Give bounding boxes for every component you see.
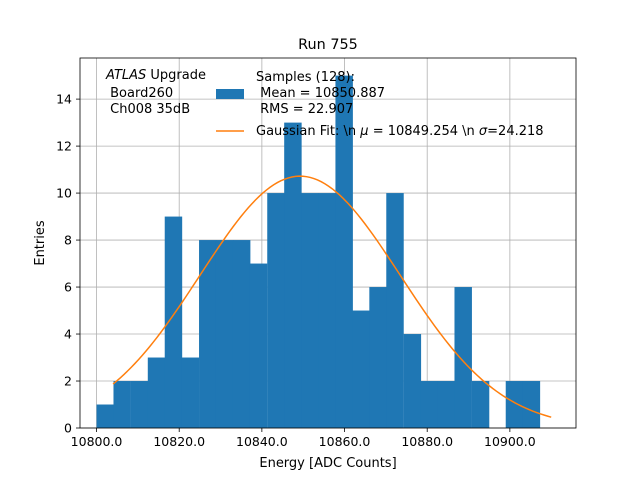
histogram-bar-5 [181,357,200,428]
histogram-bar-13 [318,193,336,428]
legend-fit-prefix: Gaussian Fit: \n [256,124,360,139]
annotation-upgrade: Upgrade [146,68,206,83]
legend-samples-line-1: Samples (128): [256,70,355,85]
chart-title: Run 755 [298,37,358,53]
histogram-bar-4 [164,216,183,428]
x-tick-label-0: 10800.0 [71,434,123,449]
histogram-bar-0 [96,404,114,428]
annotation-line-1: ATLAS Upgrade [105,68,206,83]
histogram-bar-21 [454,287,472,428]
y-tick-label-6: 12 [56,139,72,154]
gaussian-fit-curve [112,175,552,418]
grid-lines [80,58,576,429]
legend-fit-mu-value: = 10849.254 \n [369,124,479,139]
histogram-bar-20 [437,381,455,428]
y-tick-label-7: 14 [56,92,72,107]
y-tick-label-2: 4 [64,327,72,342]
legend-fit-sigma-symbol: σ [479,124,488,139]
histogram-bar-9 [249,263,268,428]
histogram-bar-19 [420,381,439,428]
histogram-bar-11 [284,122,302,428]
x-axis-ticks: 10800.0 10820.0 10840.0 10860.0 10880.0 10900… [71,428,536,449]
legend-fit-sigma-value: =24.218 [487,124,543,139]
annotation-atlas: ATLAS [105,68,146,83]
histogram-bars [96,75,541,428]
x-tick-label-5: 10900.0 [484,434,536,449]
y-tick-label-5: 10 [56,186,72,201]
histogram-bar-6 [199,240,217,428]
histogram-bar-3 [147,357,166,428]
histogram-bar-2 [130,381,149,428]
histogram-bar-12 [301,193,319,428]
histogram-bar-16 [369,287,387,428]
histogram-bar-8 [232,240,251,428]
histogram-bar-22 [471,381,490,428]
legend-samples-line-3: RMS = 22.907 [256,102,353,117]
histogram-bar-18 [403,334,422,428]
x-tick-label-1: 10820.0 [153,434,205,449]
legend-samples-swatch [216,89,244,99]
histogram-bar-7 [215,240,234,428]
legend-samples-line-2: Mean = 10850.887 [256,86,385,101]
legend-fit-mu-symbol: μ [359,124,368,139]
histogram-bar-24 [505,381,524,428]
annotation-board: Board260 [106,86,173,101]
plot-frame [79,57,577,429]
histogram-bar-17 [386,193,404,428]
y-tick-label-4: 8 [64,233,72,248]
x-tick-label-2: 10840.0 [236,434,288,449]
annotation-channel: Ch008 35dB [106,102,190,117]
x-tick-label-4: 10880.0 [401,434,453,449]
y-axis-ticks: 0 2 4 6 8 10 12 14 [56,92,80,436]
legend-fit-label: Gaussian Fit: \n μ = 10849.254 \n σ=24.2… [256,124,544,139]
histogram-bar-1 [113,381,131,428]
x-tick-label-3: 10860.0 [319,434,371,449]
y-tick-label-0: 0 [64,421,72,436]
histogram-bar-25 [522,381,541,428]
x-axis-label: Energy [ADC Counts] [259,456,396,471]
y-axis-label: Entries [33,220,48,266]
y-tick-label-1: 2 [64,374,72,389]
histogram-bar-15 [352,310,370,428]
y-tick-label-3: 6 [64,280,72,295]
histogram-bar-10 [267,193,285,428]
histogram-bar-14 [335,75,353,428]
